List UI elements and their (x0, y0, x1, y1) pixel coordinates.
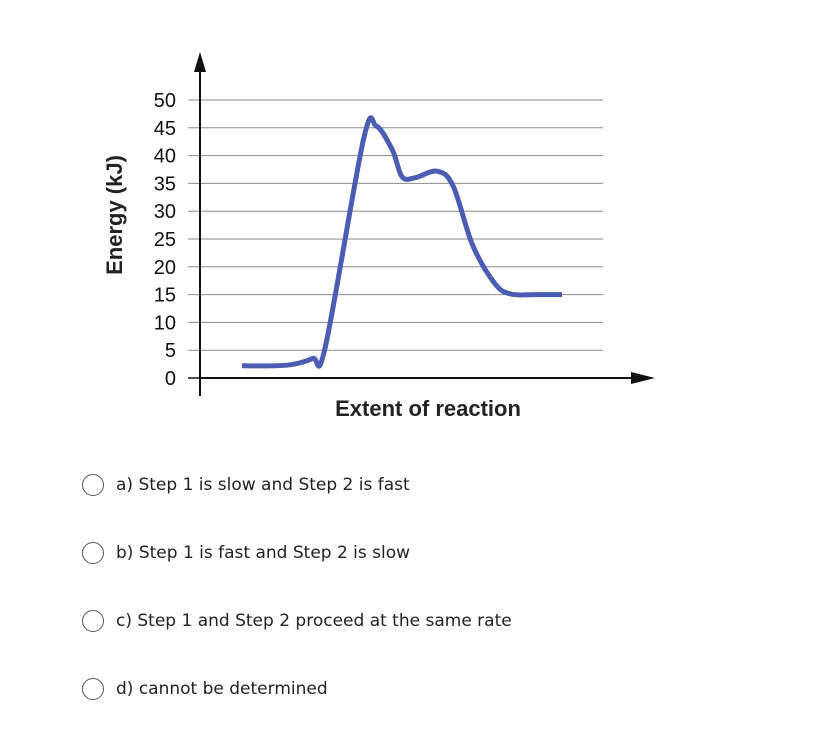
x-axis-title: Extent of reaction (335, 396, 521, 421)
option-c-label: c) Step 1 and Step 2 proceed at the same… (116, 611, 512, 631)
series-layer (241, 115, 563, 369)
option-b-label: b) Step 1 is fast and Step 2 is slow (116, 543, 411, 563)
option-a-label: a) Step 1 is slow and Step 2 is fast (116, 475, 410, 495)
y-tick-label-50: 50 (154, 90, 176, 112)
radio-a[interactable] (82, 474, 104, 496)
energy-diagram: 0 5 10 15 20 25 30 35 40 45 50 Energy (kJ) Extent … (102, 52, 655, 421)
option-a[interactable]: a) Step 1 is slow and Step 2 is fast (82, 470, 512, 500)
y-tick-label-15: 15 (154, 285, 176, 307)
option-d-label: d) cannot be determined (116, 679, 328, 699)
y-tick-label-45: 45 (154, 118, 176, 140)
option-c[interactable]: c) Step 1 and Step 2 proceed at the same… (82, 606, 512, 636)
y-tick-label-20: 20 (154, 257, 176, 279)
y-tick-label-30: 30 (154, 201, 176, 223)
radio-c[interactable] (82, 610, 104, 632)
y-tick-labels: 0 5 10 15 20 25 30 35 40 45 50 (154, 90, 176, 390)
radio-b[interactable] (82, 542, 104, 564)
y-tick-label-35: 35 (154, 173, 176, 195)
y-axis-title: Energy (kJ) (102, 155, 127, 275)
answer-options: a) Step 1 is slow and Step 2 is fast b) … (82, 470, 512, 742)
y-tick-label-10: 10 (154, 312, 176, 334)
y-tick-label-25: 25 (154, 229, 176, 251)
option-d[interactable]: d) cannot be determined (82, 674, 512, 704)
energy-curve-0 (241, 115, 563, 369)
radio-d[interactable] (82, 678, 104, 700)
option-b[interactable]: b) Step 1 is fast and Step 2 is slow (82, 538, 512, 568)
gridlines (188, 99, 603, 379)
axes (194, 52, 655, 396)
y-tick-label-0: 0 (165, 368, 176, 390)
y-tick-label-40: 40 (154, 146, 176, 168)
y-axis-arrow (194, 52, 206, 72)
y-tick-label-5: 5 (165, 340, 176, 362)
x-axis-arrow (631, 372, 655, 384)
